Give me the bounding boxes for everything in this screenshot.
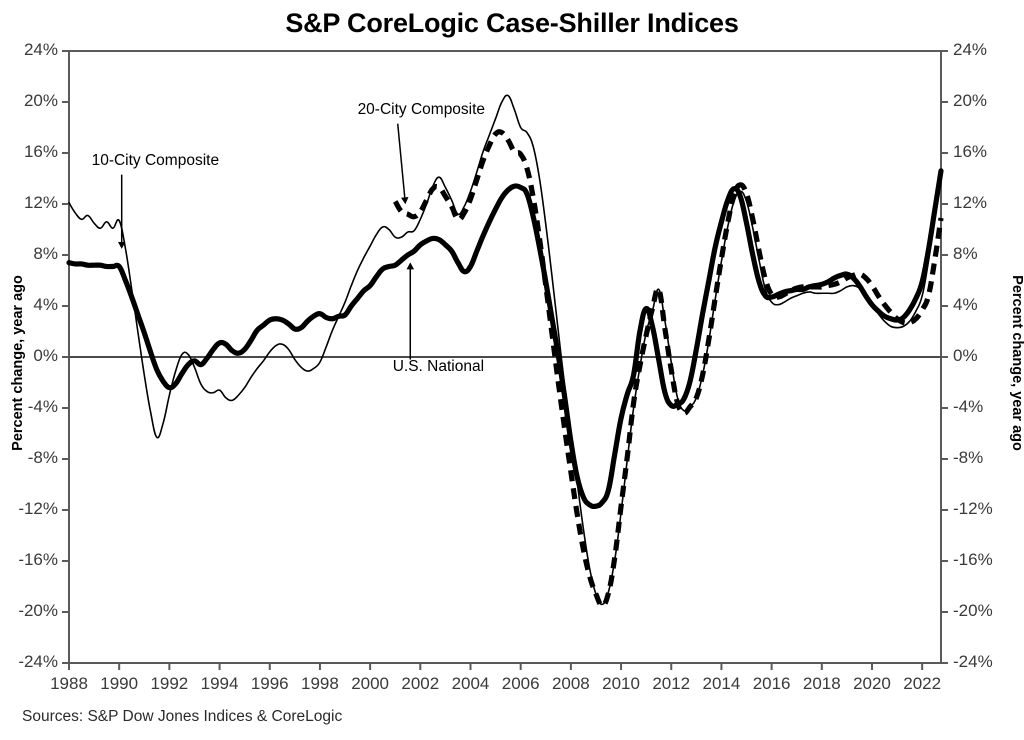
y-tick-label-right: 0%: [953, 346, 978, 365]
y-tick-label-left: 8%: [33, 244, 58, 263]
annotation-label: 20-City Composite: [357, 100, 486, 118]
y-tick-label-right: -16%: [953, 550, 993, 569]
y-tick-label-right: -4%: [953, 397, 984, 416]
annotation-label: 10-City Composite: [91, 151, 220, 169]
x-tick-label: 1996: [250, 674, 289, 693]
x-tick-label: 2008: [551, 674, 590, 693]
y-tick-label-right: 4%: [953, 295, 978, 314]
x-tick-label: 1994: [200, 674, 239, 693]
y-tick-label-right: 20%: [953, 91, 988, 110]
page-title: S&P CoreLogic Case-Shiller Indices: [285, 8, 739, 38]
x-tick-label: 2012: [652, 674, 691, 693]
y-tick-label-left: -16%: [18, 550, 58, 569]
data-series-layer: [66, 94, 944, 609]
series-line-u-s-national: [66, 168, 944, 510]
x-tick-label: 2002: [401, 674, 440, 693]
x-tick-label: 1992: [150, 674, 189, 693]
y-tick-label-right: -8%: [953, 448, 984, 467]
y-tick-label-left: -8%: [27, 448, 58, 467]
series-line-20-city-composite: [392, 129, 944, 609]
y-tick-label-left: -24%: [18, 652, 58, 671]
x-tick-label: 2014: [702, 674, 741, 693]
source-note: Sources: S&P Dow Jones Indices & CoreLog…: [22, 708, 343, 725]
series-line-10-city-composite: [68, 94, 942, 606]
y-tick-label-left: 4%: [33, 295, 58, 314]
x-tick-label: 2010: [602, 674, 640, 693]
annotation-arrow: [396, 123, 409, 205]
x-tick-label: 2000: [351, 674, 390, 693]
y-tick-label-left: -20%: [18, 601, 58, 620]
y-tick-label-left: 12%: [23, 193, 58, 212]
x-tick-label: 2006: [501, 674, 540, 693]
y-tick-label-right: -20%: [953, 601, 993, 620]
y-tick-label-left: 0%: [33, 346, 58, 365]
x-tick-label: 1998: [301, 674, 339, 693]
y-tick-label-right: -12%: [953, 499, 993, 518]
y-tick-label-right: 24%: [953, 40, 988, 59]
y-tick-label-right: 8%: [953, 244, 978, 263]
x-tick-label: 2018: [802, 674, 841, 693]
x-tick-label: 1990: [100, 674, 139, 693]
annotation-arrow-layer: [117, 123, 415, 360]
x-tick-label: 2022: [903, 674, 942, 693]
y-tick-label-left: -12%: [18, 499, 58, 518]
y-tick-label-right: 16%: [953, 142, 988, 161]
y-tick-label-right: 12%: [953, 193, 988, 212]
y-tick-label-left: 16%: [23, 142, 58, 161]
x-tick-label: 1988: [50, 674, 88, 693]
x-tick-label: 2020: [853, 674, 891, 693]
y-tick-label-left: 20%: [23, 91, 58, 110]
x-tick-label: 2016: [752, 674, 791, 693]
annotation-label: U.S. National: [392, 358, 485, 376]
y-tick-label-right: -24%: [953, 652, 993, 671]
x-tick-label: 2004: [451, 674, 490, 693]
y-tick-label-left: -4%: [27, 397, 58, 416]
y-tick-label-left: 24%: [23, 40, 58, 59]
tick-marks: [62, 50, 948, 670]
